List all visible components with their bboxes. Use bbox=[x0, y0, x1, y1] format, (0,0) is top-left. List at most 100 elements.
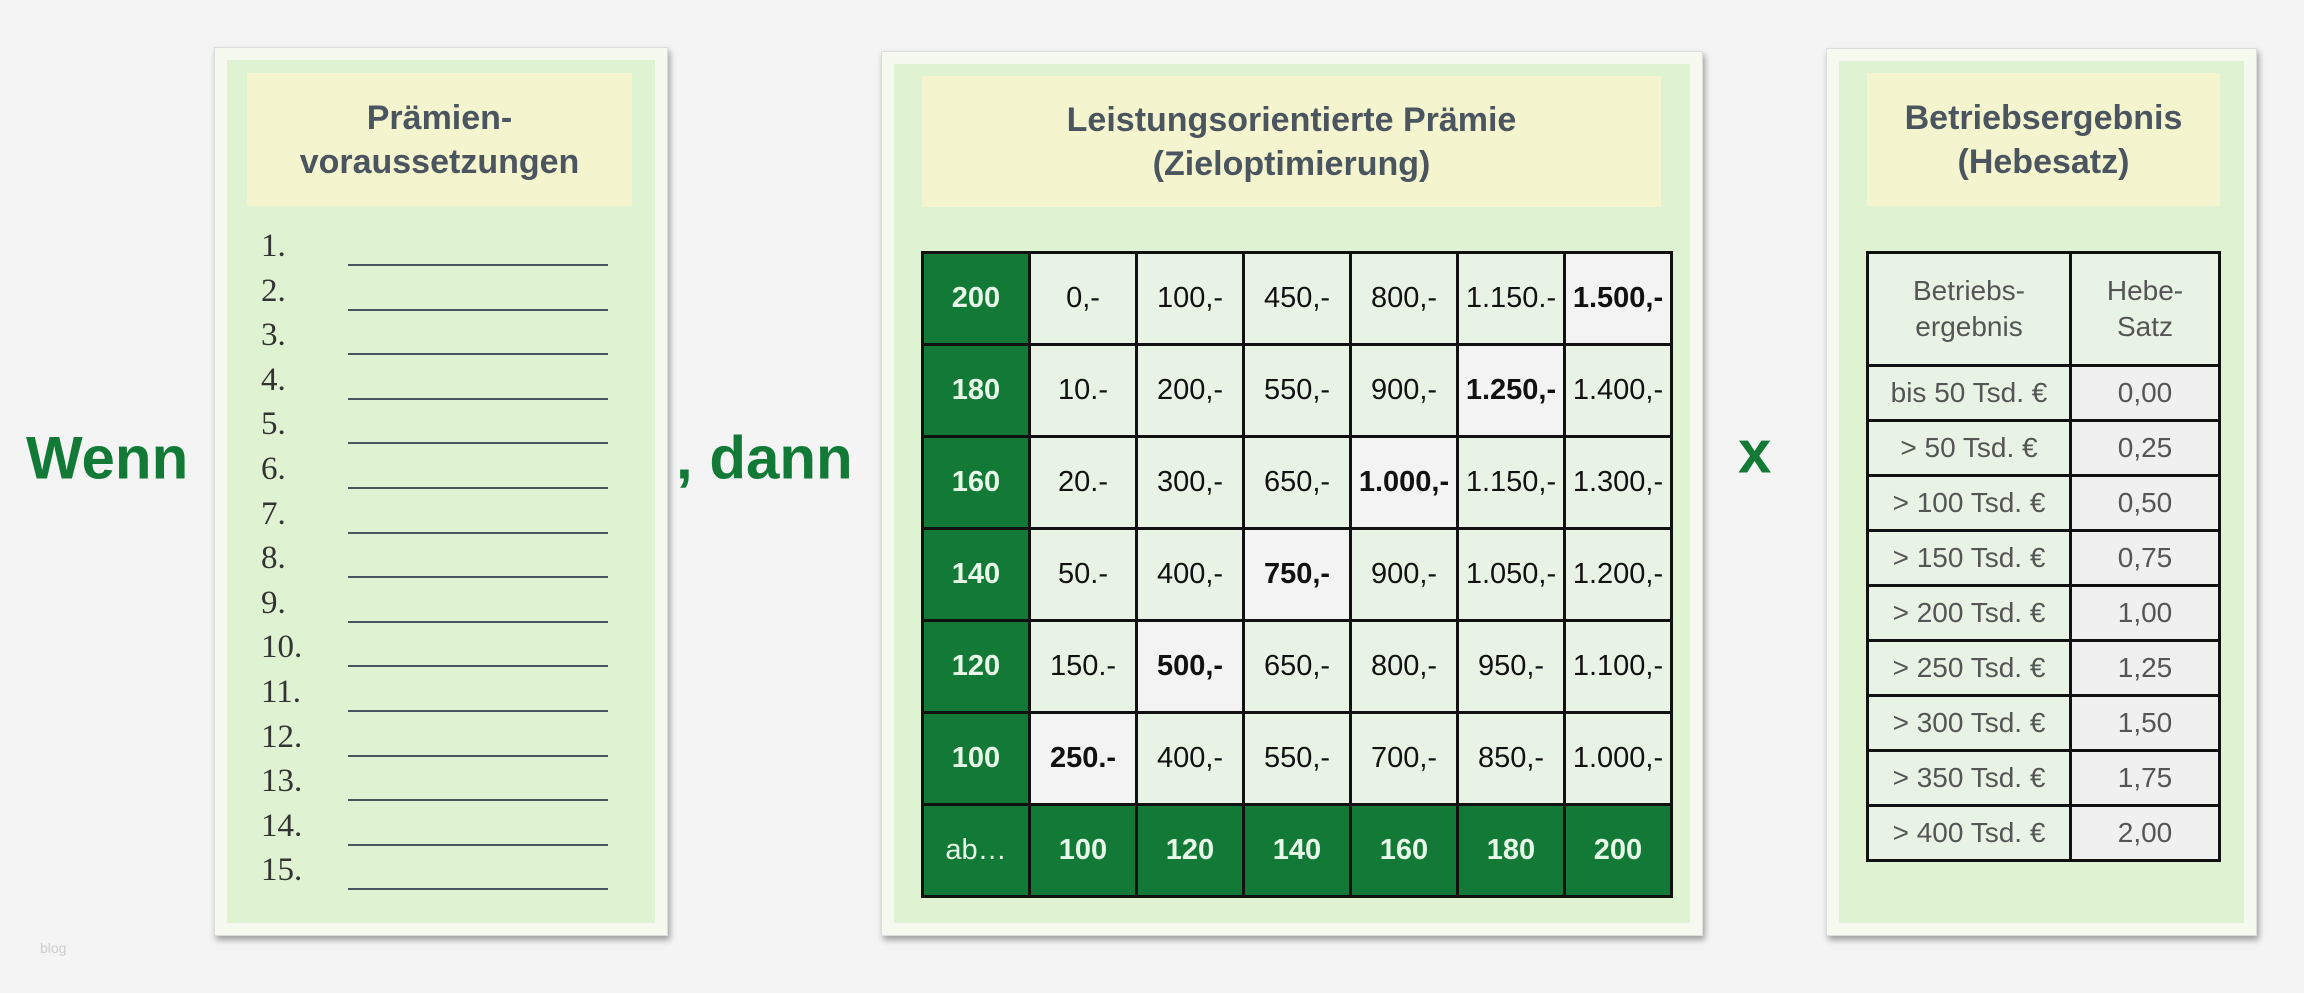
blank-line bbox=[348, 665, 608, 668]
blank-line bbox=[348, 487, 608, 489]
table-cell: 0,- bbox=[1028, 251, 1138, 346]
list-item: 13. bbox=[261, 763, 621, 807]
footer-row: ab… 100 120 140 160 180 200 bbox=[921, 803, 1673, 898]
result-range: bis 50 Tsd. € bbox=[1866, 364, 2072, 422]
result-range: > 200 Tsd. € bbox=[1866, 584, 2072, 642]
table-row: bis 50 Tsd. €0,00 bbox=[1866, 364, 2221, 422]
table-row: 120 150.- 500,- 650,- 800,- 950,- 1.100,- bbox=[921, 619, 1673, 714]
rate-table: Betriebs- ergebnis Hebe- Satz bis 50 Tsd… bbox=[1866, 251, 2221, 862]
item-number: 2. bbox=[261, 272, 286, 309]
list-item: 9. bbox=[261, 585, 621, 629]
list-item: 15. bbox=[261, 852, 621, 896]
row-label: 120 bbox=[921, 619, 1031, 714]
table-row: 160 20.- 300,- 650,- 1.000,- 1.150,- 1.300,- bbox=[921, 435, 1673, 530]
table-cell: 1.500,- bbox=[1563, 251, 1673, 346]
column-label: 120 bbox=[1135, 803, 1245, 898]
requirements-header: Prämien- voraussetzungen bbox=[247, 73, 632, 206]
item-number: 9. bbox=[261, 584, 286, 621]
result-range: > 150 Tsd. € bbox=[1866, 529, 2072, 587]
table-row: 180 10.- 200,- 550,- 900,- 1.250,- 1.400,- bbox=[921, 343, 1673, 438]
list-item: 7. bbox=[261, 496, 621, 540]
item-number: 13. bbox=[261, 763, 303, 800]
table-row: 200 0,- 100,- 450,- 800,- 1.150.- 1.500,- bbox=[921, 251, 1673, 346]
item-number: 8. bbox=[261, 540, 286, 577]
row-label: 180 bbox=[921, 343, 1031, 438]
table-cell: 650,- bbox=[1242, 435, 1352, 530]
list-item: 4. bbox=[261, 362, 621, 406]
result-range: > 300 Tsd. € bbox=[1866, 694, 2072, 752]
table-cell: 300,- bbox=[1135, 435, 1245, 530]
table-cell: 1.000,- bbox=[1563, 711, 1673, 806]
table-row: 100 250.- 400,- 550,- 700,- 850,- 1.000,- bbox=[921, 711, 1673, 806]
item-number: 11. bbox=[261, 674, 302, 710]
table-row: 140 50.- 400,- 750,- 900,- 1.050,- 1.200,- bbox=[921, 527, 1673, 622]
multiply-label: x bbox=[1738, 418, 1772, 486]
rate-value: 0,00 bbox=[2069, 364, 2221, 422]
table-row: > 150 Tsd. €0,75 bbox=[1866, 529, 2221, 587]
item-number: 3. bbox=[261, 317, 286, 354]
item-number: 6. bbox=[261, 451, 286, 487]
row-label: 100 bbox=[921, 711, 1031, 806]
bonus-header: Leistungsorientierte Prämie (Zieloptimie… bbox=[922, 76, 1661, 207]
table-cell: 50.- bbox=[1028, 527, 1138, 622]
wenn-label: Wenn bbox=[26, 424, 189, 492]
table-cell: 650,- bbox=[1242, 619, 1352, 714]
table-cell: 900,- bbox=[1349, 527, 1459, 622]
result-range: > 100 Tsd. € bbox=[1866, 474, 2072, 532]
table-row: > 400 Tsd. €2,00 bbox=[1866, 804, 2221, 862]
table-cell: 950,- bbox=[1456, 619, 1566, 714]
table-cell: 1.050,- bbox=[1456, 527, 1566, 622]
result-header: Betriebsergebnis (Hebesatz) bbox=[1867, 73, 2220, 206]
table-cell: 700,- bbox=[1349, 711, 1459, 806]
item-number: 14. bbox=[261, 807, 303, 844]
blank-line bbox=[348, 442, 608, 445]
list-item: 5. bbox=[261, 406, 621, 450]
column-label: 160 bbox=[1349, 803, 1459, 898]
table-cell: 1.150.- bbox=[1456, 251, 1566, 346]
table-cell: 1.250,- bbox=[1456, 343, 1566, 438]
table-row: > 350 Tsd. €1,75 bbox=[1866, 749, 2221, 807]
rate-value: 1,50 bbox=[2069, 694, 2221, 752]
bonus-table: 200 0,- 100,- 450,- 800,- 1.150.- 1.500,- 180 10… bbox=[921, 251, 1673, 898]
rate-value: 2,00 bbox=[2069, 804, 2221, 862]
table-cell: 1.000,- bbox=[1349, 435, 1459, 530]
column-label: 200 bbox=[1563, 803, 1673, 898]
table-cell: 1.400,- bbox=[1563, 343, 1673, 438]
table-row: > 50 Tsd. €0,25 bbox=[1866, 419, 2221, 477]
list-item: 2. bbox=[261, 273, 621, 317]
rate-value: 1,75 bbox=[2069, 749, 2221, 807]
list-item: 1. bbox=[261, 228, 621, 272]
table-cell: 250.- bbox=[1028, 711, 1138, 806]
rate-value: 0,75 bbox=[2069, 529, 2221, 587]
result-range: > 50 Tsd. € bbox=[1866, 419, 2072, 477]
rate-value: 1,00 bbox=[2069, 584, 2221, 642]
table-cell: 200,- bbox=[1135, 343, 1245, 438]
list-item: 11. bbox=[261, 674, 621, 718]
blank-line bbox=[348, 710, 608, 712]
blank-line bbox=[348, 754, 608, 757]
table-cell: 1.100,- bbox=[1563, 619, 1673, 714]
table-cell: 400,- bbox=[1135, 711, 1245, 806]
blank-line bbox=[348, 353, 608, 356]
col-header-rate: Hebe- Satz bbox=[2069, 251, 2221, 367]
table-cell: 1.200,- bbox=[1563, 527, 1673, 622]
table-cell: 450,- bbox=[1242, 251, 1352, 346]
list-item: 14. bbox=[261, 808, 621, 852]
blank-line bbox=[348, 264, 608, 266]
table-cell: 500,- bbox=[1135, 619, 1245, 714]
result-range: > 400 Tsd. € bbox=[1866, 804, 2072, 862]
blank-line bbox=[348, 843, 608, 846]
blank-line bbox=[348, 308, 608, 311]
table-cell: 1.300,- bbox=[1563, 435, 1673, 530]
table-row: > 300 Tsd. €1,50 bbox=[1866, 694, 2221, 752]
item-number: 7. bbox=[261, 495, 286, 532]
table-cell: 900,- bbox=[1349, 343, 1459, 438]
dann-label: , dann bbox=[676, 424, 853, 492]
table-cell: 800,- bbox=[1349, 619, 1459, 714]
col-header-result: Betriebs- ergebnis bbox=[1866, 251, 2072, 367]
table-row: > 250 Tsd. €1,25 bbox=[1866, 639, 2221, 697]
item-number: 15. bbox=[261, 852, 303, 889]
blank-line bbox=[348, 531, 608, 534]
item-number: 12. bbox=[261, 718, 303, 755]
list-item: 8. bbox=[261, 540, 621, 584]
